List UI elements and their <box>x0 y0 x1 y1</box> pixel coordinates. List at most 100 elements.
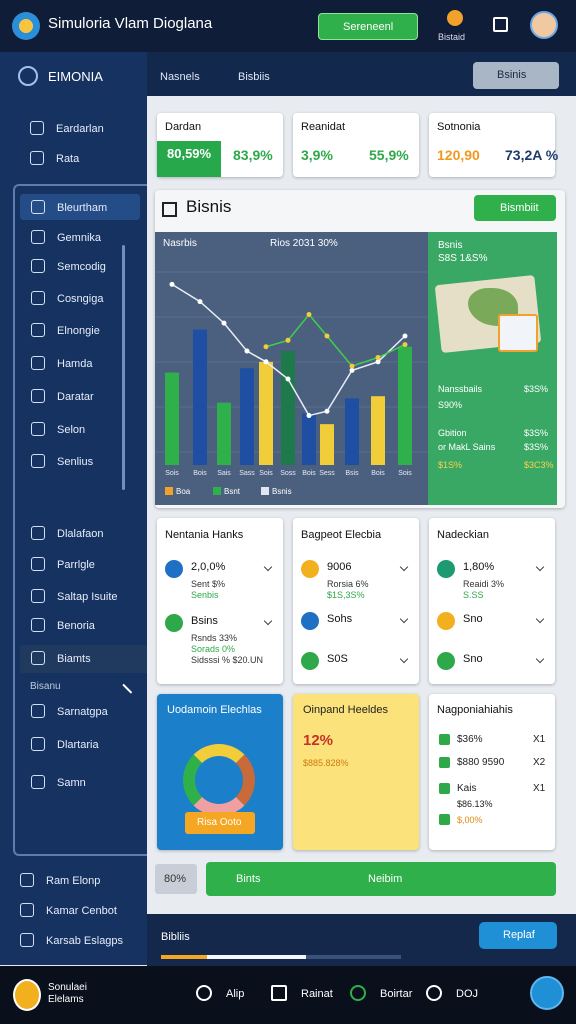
sidebar-item: Hamda <box>57 358 93 370</box>
subheader-button[interactable]: Bsinis <box>473 62 559 89</box>
panel-button[interactable]: Bismbiit <box>474 195 556 221</box>
nav-logo <box>13 979 41 1011</box>
nav-icon <box>196 985 212 1001</box>
sidebar-icon <box>31 422 45 436</box>
gauge-inner <box>201 762 237 798</box>
line-point <box>285 337 291 343</box>
chart: Nasrbis Rios 2031 30% Sois Bois Sais Sass Sois… <box>155 238 428 496</box>
sub-value: $885.828% <box>303 758 349 768</box>
sidebar-icon <box>31 704 45 718</box>
x-tick-label: Soss <box>280 470 296 477</box>
stat-card: Sotnonia 120,90 73,2A % <box>429 113 558 177</box>
nav-item[interactable]: Alip <box>196 984 266 1004</box>
x-tick-label: Sais <box>217 470 231 477</box>
footer-label: Bibliis <box>161 931 190 943</box>
sidebar-item: Samn <box>57 777 86 789</box>
bar <box>281 351 295 465</box>
nav-logo-text: Sonulaei Elelams <box>48 982 87 1005</box>
item-text: S0S <box>327 653 348 665</box>
sidebar-item: Bleurtham <box>57 202 108 214</box>
side-row-text: Gbition <box>438 428 467 438</box>
sidebar-logo <box>18 66 38 86</box>
top-bar <box>0 0 576 52</box>
avatar <box>530 11 558 39</box>
bar <box>259 361 273 465</box>
sidebar-item: Semcodig <box>57 261 106 273</box>
nav-item[interactable]: Rainat <box>271 984 341 1004</box>
item-text: $1S,3S% <box>327 590 365 600</box>
tab: Bisbiis <box>238 71 270 83</box>
row-text: X2 <box>533 757 546 768</box>
line-point <box>402 342 408 348</box>
sidebar-icon <box>20 903 34 917</box>
x-tick-label: Sess <box>319 470 335 477</box>
sidebar-item: Eardarlan <box>56 123 104 135</box>
item-text: 1,80% <box>463 561 495 573</box>
row-text: $,00% <box>457 815 483 825</box>
sidebar-active-item <box>20 194 140 220</box>
legend-label: Boa <box>176 487 191 496</box>
detail-card-title: Nadeckian <box>437 529 489 541</box>
chevron <box>263 616 273 626</box>
card-title: Oinpand Heeldes <box>303 704 389 716</box>
tab: Nasnels <box>160 71 200 83</box>
legend-swatch <box>261 487 269 495</box>
x-tick-label: Bois <box>193 470 207 477</box>
stat-card-title: Sotnonia <box>437 121 481 133</box>
sidebar-item: Senlius <box>57 456 94 468</box>
nav-fab <box>530 976 564 1010</box>
nav-label: DOJ <box>456 988 478 1000</box>
sidebar-item: Saltap Isuite <box>57 591 118 603</box>
line-point <box>375 355 381 360</box>
line-point <box>263 359 269 365</box>
sidebar-icon <box>20 933 34 947</box>
sidebar-item: Ram Elonp <box>46 875 101 887</box>
item-text: Rsnds 33% <box>191 633 238 643</box>
item-icon <box>301 652 319 670</box>
nav-label: Rainat <box>301 988 333 1000</box>
map-card <box>498 314 538 352</box>
action-button[interactable]: Bints Neibim <box>206 862 556 896</box>
sidebar-item: Dlartaria <box>57 739 99 751</box>
top-button[interactable]: Sereneenl <box>318 13 418 40</box>
nav-item[interactable]: Boirtar <box>350 984 420 1004</box>
sidebar-icon <box>31 259 45 273</box>
legend-swatch <box>165 487 173 495</box>
sidebar-icon <box>31 775 45 789</box>
detail-card-title: Nentania Hanks <box>165 529 244 541</box>
footer-button[interactable]: Replaf <box>479 922 557 949</box>
side-subtitle: S8S 1&S% <box>438 253 488 264</box>
chevron <box>535 562 545 572</box>
sidebar-item: Dlalafaon <box>57 528 104 540</box>
sidebar-icon <box>31 389 45 403</box>
big-value: 12% <box>303 732 334 749</box>
sidebar-icon <box>31 454 45 468</box>
sidebar-item: Cosngiga <box>57 293 104 305</box>
sidebar-icon <box>30 121 44 135</box>
stat-card: Dardan 80,59% 83,9% <box>157 113 283 177</box>
item-icon <box>437 560 455 578</box>
line-point <box>375 359 381 365</box>
nav-item[interactable]: DOJ <box>426 984 496 1004</box>
line-point <box>244 348 250 354</box>
chevron <box>263 562 273 572</box>
chevron <box>399 614 409 624</box>
legend-label: Bsnis <box>272 487 292 496</box>
row-text: $86.13% <box>457 799 493 809</box>
card-title: Nagponiahiahis <box>437 704 513 716</box>
detail-card: Nentania Hanks 2,0,0% Sent $% Senbis Bsins Rs… <box>157 518 283 684</box>
sidebar-item: Parrlgle <box>57 559 95 571</box>
row-icon <box>439 783 450 794</box>
row-text: $36% <box>457 734 483 745</box>
card-button[interactable]: Risa Ooto <box>185 812 255 834</box>
top-button-label: Sereneenl <box>343 21 394 33</box>
badge-icon <box>447 10 463 26</box>
sidebar-icon <box>31 618 45 632</box>
row-icon <box>439 734 450 745</box>
sidebar-item: Gemnika <box>57 232 102 244</box>
chart-caption: Rios 2031 30% <box>270 238 338 249</box>
item-icon <box>165 560 183 578</box>
chevron <box>535 654 545 664</box>
action-label: Bints <box>236 873 261 885</box>
